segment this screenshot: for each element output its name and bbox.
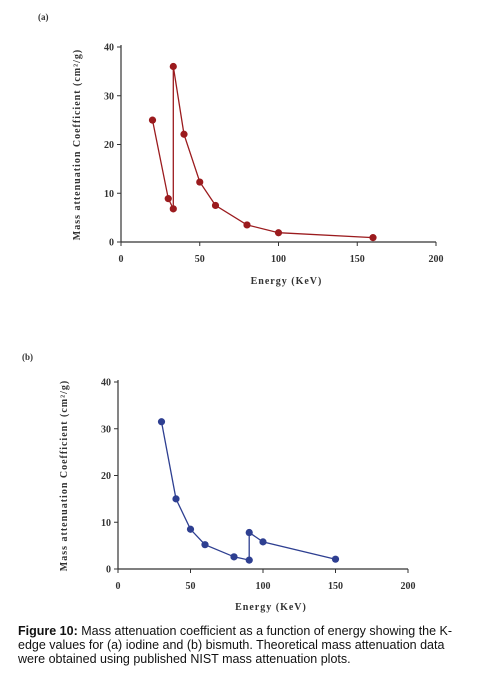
data-point (211, 201, 220, 210)
data-point (369, 234, 377, 242)
data-point (201, 541, 209, 549)
data-point (331, 555, 340, 563)
caption-text: Mass attenuation coefficient as a functi… (18, 624, 453, 666)
data-point (245, 528, 253, 537)
y-tick-label: 0 (106, 565, 111, 576)
x-tick-label: 150 (328, 581, 343, 592)
x-axis-label: Energy (KeV) (251, 276, 323, 287)
panel-label: (a) (38, 12, 49, 22)
data-point (243, 221, 251, 229)
chart-b: (b) 0 10 20 30 40 0 50 100 150 200 Energy (KeV) Mass… (22, 352, 416, 613)
data-point (164, 195, 172, 203)
y-tick-label: 10 (101, 518, 111, 529)
y-tick-label: 40 (104, 43, 114, 54)
x-tick-label: 150 (350, 254, 365, 265)
x-tick-label: 0 (116, 581, 121, 592)
panel-label: (b) (22, 352, 33, 362)
y-tick-label: 20 (101, 471, 111, 482)
data-point (259, 538, 267, 546)
data-point (157, 418, 166, 426)
x-axis-label: Energy (KeV) (235, 602, 307, 613)
y-tick-label: 10 (104, 189, 114, 200)
data-point (169, 205, 177, 213)
chart-a: (a) 0 10 20 30 40 0 50 100 150 200 Energy (KeV) Mass… (38, 12, 444, 287)
data-point (169, 62, 177, 71)
series-line (160, 421, 336, 561)
y-axis-label: Mass attenuation Coefficient (cm²/g) (59, 380, 70, 571)
y-tick-label: 30 (101, 424, 111, 435)
x-tick-label: 200 (429, 254, 444, 265)
data-point (274, 229, 283, 237)
data-point (196, 178, 204, 186)
series-line (151, 66, 374, 239)
caption-label: Figure 10: (18, 624, 78, 638)
x-tick-label: 50 (186, 581, 196, 592)
data-point (172, 495, 180, 503)
y-axis-label: Mass attenuation Coefficient (cm²/g) (72, 49, 83, 240)
y-tick-label: 20 (104, 140, 114, 151)
figure-caption: Figure 10: Mass attenuation coefficient … (18, 624, 468, 666)
x-tick-label: 50 (195, 254, 205, 265)
data-point (245, 556, 253, 564)
data-point (230, 553, 238, 561)
data-point (186, 525, 195, 533)
data-point (180, 130, 188, 138)
x-tick-label: 100 (271, 254, 286, 265)
x-tick-label: 100 (256, 581, 271, 592)
y-tick-label: 40 (101, 378, 111, 389)
x-tick-label: 0 (119, 254, 124, 265)
y-tick-label: 30 (104, 91, 114, 102)
data-point (148, 116, 157, 124)
y-tick-label: 0 (109, 238, 114, 249)
x-tick-label: 200 (401, 581, 416, 592)
